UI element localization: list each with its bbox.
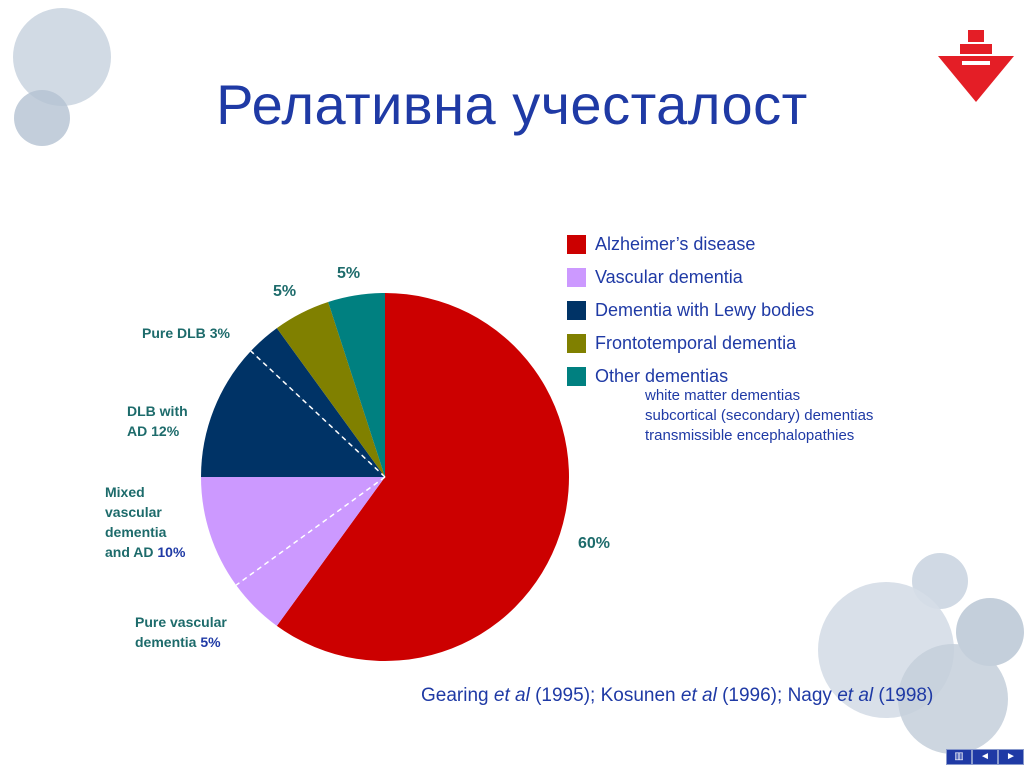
decorative-circle [14, 90, 70, 146]
legend-label: Vascular dementia [595, 267, 743, 287]
slice-label-other: 5% [337, 264, 360, 284]
legend-item: Other dementias [567, 360, 814, 393]
legend-subitem: white matter dementias [645, 387, 801, 404]
legend-swatch [567, 301, 586, 320]
slice-label-text: AD [127, 423, 148, 439]
slice-label-text: dementia [105, 524, 167, 540]
slice-label-text: DLB with [127, 403, 188, 419]
citation-year: (1995); [535, 685, 596, 706]
slice-label-dlb-ad: DLB with AD 12% [127, 401, 188, 441]
pie-slice-pure-dlb [250, 328, 385, 477]
citation-year: (1996); [722, 685, 783, 706]
citation: Gearing et al (1995); Kosunen et al (199… [421, 685, 933, 707]
slice-pct: 5% [273, 283, 297, 300]
pie-slice-mixed-vascular-ad [201, 477, 385, 586]
slice-label-text: Pure vascular [135, 614, 227, 630]
pie-slice-pure-vascular [236, 477, 385, 626]
page-title: Релативна учесталост [216, 73, 808, 136]
slice-label-text: dementia [135, 634, 197, 650]
chart-legend: Alzheimer’s disease Vascular dementia De… [567, 228, 814, 393]
legend-item: Vascular dementia [567, 261, 814, 294]
slice-label-text: vascular [105, 504, 162, 520]
pie-slice-frontotemporal [276, 302, 385, 477]
logo-icon [938, 30, 1014, 102]
slice-pct: 12% [151, 423, 180, 439]
citation-author: Gearing [421, 685, 489, 706]
legend-label: Frontotemporal dementia [595, 333, 797, 353]
slice-label-pure-dlb: Pure DLB 3% [142, 323, 230, 343]
decorative-circle [13, 8, 111, 106]
slice-pct: 10% [157, 544, 186, 560]
slice-label-pure-vascular: Pure vascular dementia 5% [135, 612, 227, 652]
decorative-circle [898, 644, 1008, 754]
citation-etal: et al [680, 685, 717, 706]
slice-pct: 60% [578, 535, 611, 552]
legend-item: Alzheimer’s disease [567, 228, 814, 261]
slice-label-frontotemporal: 5% [273, 282, 296, 302]
slice-pct: 3% [209, 325, 230, 341]
slice-pct: 5% [200, 634, 221, 650]
divider-vascular [235, 476, 386, 586]
legend-item: Frontotemporal dementia [567, 327, 814, 360]
legend-swatch [567, 367, 586, 386]
divider-dlb [250, 350, 386, 478]
legend-label: Dementia with Lewy bodies [595, 300, 815, 320]
next-slide-button[interactable]: ► [998, 749, 1024, 765]
legend-item: Dementia with Lewy bodies [567, 294, 814, 327]
slide-menu-button[interactable]: ▥ [946, 749, 972, 765]
slice-label-text: and AD [105, 544, 154, 560]
citation-etal: et al [837, 685, 874, 706]
slice-label-alzheimer: 60% [578, 534, 610, 554]
pie-slice-dlb-with-ad [201, 351, 385, 477]
legend-swatch [567, 268, 586, 287]
slice-pct: 5% [337, 265, 361, 282]
legend-subitems: white matter dementias subcortical (seco… [645, 386, 873, 446]
citation-year: (1998) [878, 685, 934, 706]
slice-label-mixed: Mixed vascular dementia and AD 10% [105, 482, 185, 562]
slice-label-text: Mixed [105, 484, 145, 500]
citation-etal: et al [493, 685, 530, 706]
citation-author: Kosunen [600, 685, 676, 706]
legend-subitem: subcortical (secondary) dementias [645, 407, 874, 424]
legend-swatch [567, 235, 586, 254]
pie-slice-alzheimer [276, 293, 569, 662]
citation-author: Nagy [787, 685, 832, 706]
legend-label: Alzheimer’s disease [595, 234, 756, 254]
pie-slice-other [328, 293, 385, 477]
legend-swatch [567, 334, 586, 353]
previous-slide-button[interactable]: ◄ [972, 749, 998, 765]
legend-label: Other dementias [595, 366, 729, 386]
legend-subitem: transmissible encephalopathies [645, 427, 855, 444]
slice-label-text: Pure DLB [142, 325, 206, 341]
